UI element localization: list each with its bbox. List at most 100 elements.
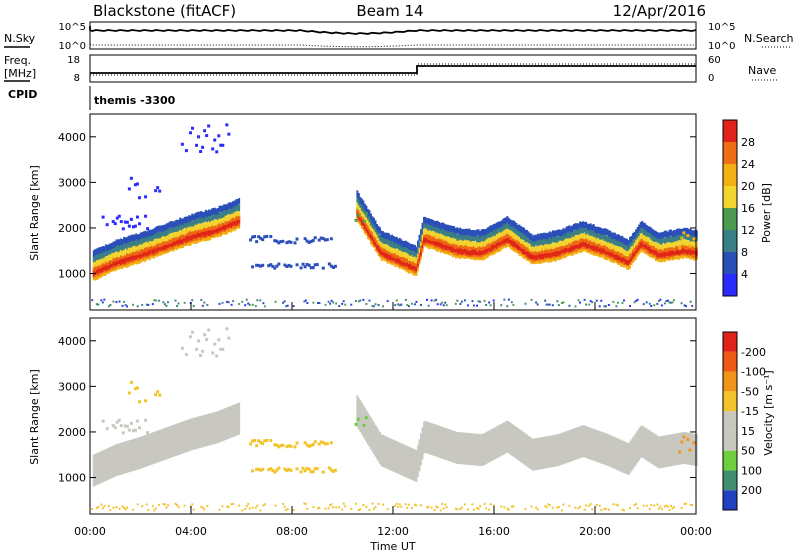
power-cell [498,221,501,228]
velocity-cell [665,504,668,507]
velocity-cell [453,430,456,463]
power-cell [447,236,450,243]
power-cell [316,302,319,305]
velocity-cell [671,507,674,510]
velocity-cell [94,453,97,486]
power-cell [591,239,594,246]
power-cell [157,232,160,239]
power-cell [373,223,375,230]
velocity-cell [127,428,131,432]
velocity-cell [235,403,238,436]
power-cell [562,301,565,304]
freq-tick-low: 8 [74,73,80,84]
power-cell [198,211,201,219]
power-cell [442,228,445,236]
power-cell [560,242,563,250]
power-cell [129,235,132,242]
power-cell [445,230,448,237]
power-cell [277,241,281,245]
velocity-cell [485,507,488,510]
power-cell [471,234,474,241]
power-cell [571,225,574,232]
velocity-cell [435,505,438,508]
power-cell [188,229,191,237]
power-cell [219,143,223,147]
power-cell [206,210,209,218]
power-cell [416,252,419,259]
velocity-cell [354,422,358,426]
power-cell [97,259,100,266]
power-cell [118,239,121,246]
velocity-cell [471,503,474,506]
velocity-cell [412,448,415,481]
velocity-cell [647,429,650,462]
power-cell [615,234,618,241]
power-cell [176,305,179,308]
power-cell [686,234,690,238]
velocity-cell [254,506,257,509]
power-cell [545,238,548,245]
power-cell [226,218,229,225]
power-cell [403,255,406,263]
power-cell [616,239,619,246]
power-cell [619,246,622,253]
power-cell [135,249,138,256]
power-cell [406,252,409,259]
velocity-cell [386,508,389,511]
power-cell [577,234,580,241]
power-cell [623,299,625,302]
power-cell [186,235,189,242]
velocity-cell [247,502,250,505]
power-cell [365,221,368,228]
power-cell [660,246,663,253]
power-cell [439,239,442,247]
power-cell [551,254,554,262]
power-cell [97,253,100,260]
velocity-cell [521,431,524,464]
power-cell [148,229,151,237]
power-cell [489,237,492,244]
power-cell [255,240,259,244]
velocity-cell [191,330,194,334]
power-cell [111,220,115,224]
velocity-cell [146,431,150,435]
power-cell [413,260,416,267]
power-cell [332,301,335,304]
velocity-cell [582,425,585,458]
power-cell [236,209,239,217]
power-cell [227,220,230,228]
power-cell [165,235,168,242]
velocity-cell [557,506,560,509]
power-cell [597,237,600,245]
power-cell [203,301,206,304]
power-cell [95,263,98,270]
power-cell [121,250,124,257]
power-cell [170,233,172,240]
power-cell [674,244,677,252]
power-cell [198,223,201,230]
power-cell [217,213,219,220]
velocity-cell [129,421,133,425]
power-cell [515,237,518,244]
power-cell [182,218,185,225]
power-cell [406,256,409,263]
velocity-cell [603,432,606,465]
power-cell [635,239,638,246]
velocity-cell [174,502,177,505]
power-cell [154,232,157,239]
power-cell [544,299,547,302]
cpid-value: themis -3300 [94,94,176,107]
power-cell [527,242,530,249]
power-cell [357,300,360,303]
power-cell [551,235,554,243]
power-cell [163,238,166,245]
power-cell [616,248,619,255]
power-cell [136,240,139,247]
power-cell [135,233,138,240]
power-cell [373,233,375,240]
velocity-cell [595,429,598,462]
power-cell [144,255,147,262]
velocity-cell [95,507,98,510]
power-cell [230,211,233,219]
velocity-cell [120,442,122,475]
